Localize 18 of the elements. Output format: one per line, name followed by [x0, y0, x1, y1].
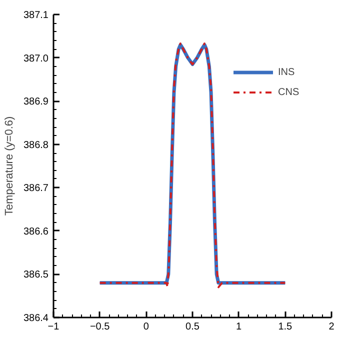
x-tick-label: 0	[143, 322, 150, 332]
y-tick-label: 386.8	[23, 140, 49, 151]
y-axis-title: Temperature (y=0.6)	[3, 116, 16, 216]
x-tick-label: 0.5	[186, 322, 200, 332]
y-tick-label: 387.1	[23, 10, 49, 21]
y-tick-label: 386.7	[23, 183, 49, 194]
y-tick-label: 386.4	[23, 313, 49, 324]
y-tick-label: 387.0	[23, 53, 49, 64]
x-tick-label: −0.5	[90, 322, 110, 332]
x-tick-label: 1.5	[278, 322, 293, 332]
x-tick-label: 1	[236, 322, 242, 332]
legend-label: CNS	[278, 86, 300, 98]
y-tick-label: 386.6	[23, 226, 49, 238]
y-tick-label: 386.9	[23, 96, 49, 108]
legend-label: INS	[278, 66, 296, 78]
x-tick-label: 2	[328, 322, 335, 332]
y-tick-label: 386.5	[23, 270, 49, 281]
x-tick-label: −1	[48, 322, 60, 332]
